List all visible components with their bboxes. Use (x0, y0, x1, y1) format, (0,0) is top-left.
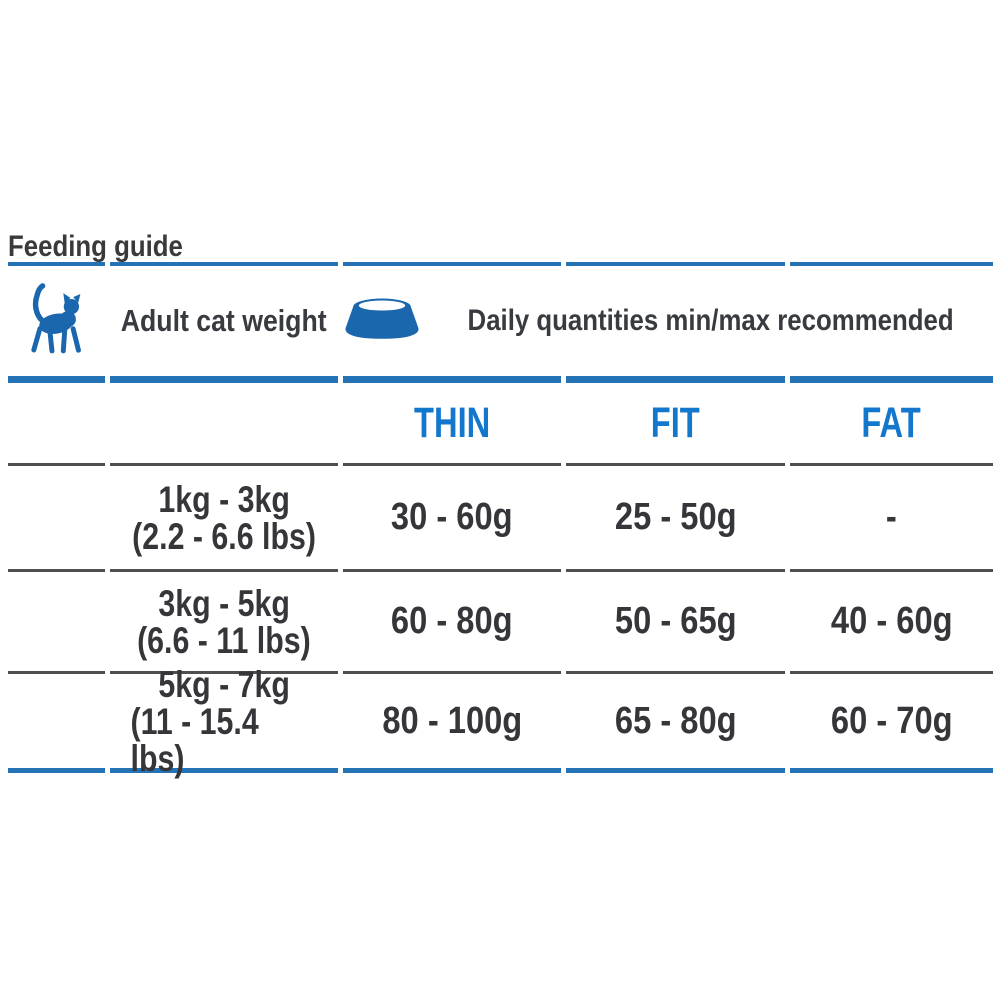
spacer-cell (8, 674, 105, 773)
weight-cell-row2: 3kg - 5kg (6.6 - 11 lbs) (110, 572, 338, 674)
thin-label: THIN (413, 398, 491, 447)
weight-kg-row2: 3kg - 5kg (158, 582, 290, 624)
spacer-cell (8, 466, 105, 572)
adult-cat-weight-label: Adult cat weight (121, 303, 327, 338)
thin-value-row2: 60 - 80g (343, 572, 561, 674)
adult-cat-weight-cell: Adult cat weight (110, 262, 338, 383)
quantity-value: 80 - 100g (382, 699, 522, 742)
column-header-thin: THIN (343, 383, 561, 466)
weight-kg-row1: 1kg - 3kg (158, 478, 290, 520)
cat-icon-cell (8, 262, 105, 383)
daily-quantities-label: Daily quantities min/max recommended (467, 304, 954, 337)
fit-value-row2: 50 - 65g (566, 572, 785, 674)
fit-value-row1: 25 - 50g (566, 466, 785, 572)
feeding-guide-panel: Feeding guide (8, 231, 993, 777)
page-title: Feeding guide (8, 231, 993, 262)
spacer-cell (8, 572, 105, 674)
quantity-value: 30 - 60g (391, 496, 513, 538)
column-header-fat: FAT (790, 383, 993, 466)
header-border-cell (790, 262, 993, 383)
weight-cell-row3: 5kg - 7kg (11 - 15.4 lbs) (110, 666, 338, 777)
page-title-text: Feeding guide (8, 230, 183, 263)
bowl-icon (345, 298, 419, 339)
fat-value-row2: 40 - 60g (790, 572, 993, 674)
quantity-value: 65 - 80g (614, 699, 737, 742)
fit-label: FIT (650, 398, 700, 447)
weight-lbs-row3: (11 - 15.4 lbs) (130, 700, 259, 779)
weight-kg-row3: 5kg - 7kg (158, 663, 290, 705)
header-border-cell (566, 262, 785, 383)
quantity-value: 50 - 65g (614, 600, 737, 642)
fat-value-row1: - (790, 466, 993, 572)
spacer-cell (110, 383, 338, 466)
column-header-fit: FIT (566, 383, 785, 466)
quantity-value: 25 - 50g (614, 496, 737, 538)
daily-quantities-header: Daily quantities min/max recommended (343, 266, 993, 376)
quantity-value: 40 - 60g (830, 600, 953, 642)
feeding-table: Adult cat weight Daily quantities min/ma… (8, 262, 993, 777)
quantity-value: - (886, 496, 897, 538)
weight-cell-row1: 1kg - 3kg (2.2 - 6.6 lbs) (110, 466, 338, 572)
thin-value-row3: 80 - 100g (343, 674, 561, 773)
spacer-cell (8, 383, 105, 466)
fat-label: FAT (861, 398, 922, 447)
cat-icon (30, 283, 81, 354)
weight-lbs-row1: (2.2 - 6.6 lbs) (132, 515, 316, 557)
header-border-cell (343, 262, 561, 383)
quantity-value: 60 - 80g (391, 600, 513, 642)
thin-value-row1: 30 - 60g (343, 466, 561, 572)
fit-value-row3: 65 - 80g (566, 674, 785, 773)
weight-lbs-row2: (6.6 - 11 lbs) (137, 619, 311, 661)
quantity-value: 60 - 70g (830, 699, 953, 742)
fat-value-row3: 60 - 70g (790, 674, 993, 773)
